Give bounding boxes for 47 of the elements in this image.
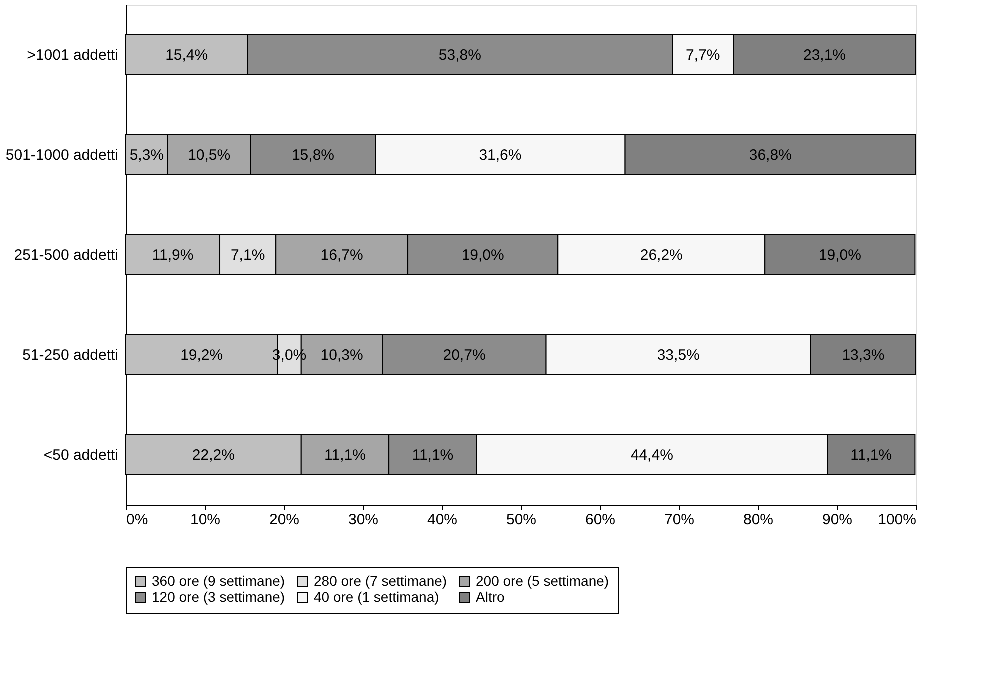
x-tick-label: 80% <box>743 512 774 528</box>
data-label: 5,3% <box>130 147 164 164</box>
x-tick-label: 30% <box>348 512 379 528</box>
y-tick-label: 251-500 addetti <box>14 247 118 264</box>
legend-label: 120 ore (3 settimane) <box>152 589 286 605</box>
x-tick-label: 60% <box>585 512 616 528</box>
data-label: 36,8% <box>749 147 792 164</box>
data-label: 11,1% <box>324 447 366 464</box>
data-label: 11,9% <box>152 247 194 264</box>
data-label: 19,2% <box>180 347 224 364</box>
x-tick-label: 100% <box>878 512 916 528</box>
data-label: 15,8% <box>292 147 335 164</box>
x-tick-label: 20% <box>269 512 300 528</box>
data-label: 11,1% <box>412 447 454 464</box>
data-label: 26,2% <box>640 247 683 264</box>
x-tick-label: 0% <box>126 512 148 528</box>
y-tick-label: 501-1000 addetti <box>6 147 118 164</box>
data-label: 7,7% <box>686 47 720 64</box>
data-label: 44,4% <box>630 447 674 464</box>
legend-label: 360 ore (9 settimane) <box>152 573 286 589</box>
data-label: 20,7% <box>443 347 486 364</box>
data-label: 19,0% <box>818 247 862 264</box>
y-tick-label: 51-250 addetti <box>22 347 118 364</box>
data-label: 53,8% <box>438 47 482 64</box>
data-label: 11,1% <box>850 447 892 464</box>
x-tick-label: 40% <box>427 512 458 528</box>
x-tick-label: 70% <box>664 512 695 528</box>
y-tick-label: <50 addetti <box>44 447 118 464</box>
x-tick-label: 10% <box>190 512 221 528</box>
data-label: 16,7% <box>320 247 364 264</box>
legend-label: 280 ore (7 settimane) <box>314 573 448 589</box>
data-label: 19,0% <box>462 247 504 264</box>
data-label: 10,5% <box>188 147 231 164</box>
data-label: 22,2% <box>192 447 235 464</box>
data-label: 15,4% <box>166 47 208 64</box>
legend-label: 40 ore (1 settimana) <box>314 589 440 605</box>
legend-label: 200 ore (5 settimane) <box>476 573 610 589</box>
x-tick-label: 90% <box>822 512 853 528</box>
data-label: 10,3% <box>320 347 364 364</box>
data-label: 33,5% <box>657 347 700 364</box>
data-label: 7,1% <box>230 247 266 264</box>
legend-label: Altro <box>476 589 505 605</box>
data-label: 31,6% <box>479 147 522 164</box>
data-label: 23,1% <box>803 47 846 64</box>
y-tick-label: >1001 addetti <box>27 47 118 64</box>
x-tick-label: 50% <box>506 512 537 528</box>
data-label: 13,3% <box>842 347 885 364</box>
